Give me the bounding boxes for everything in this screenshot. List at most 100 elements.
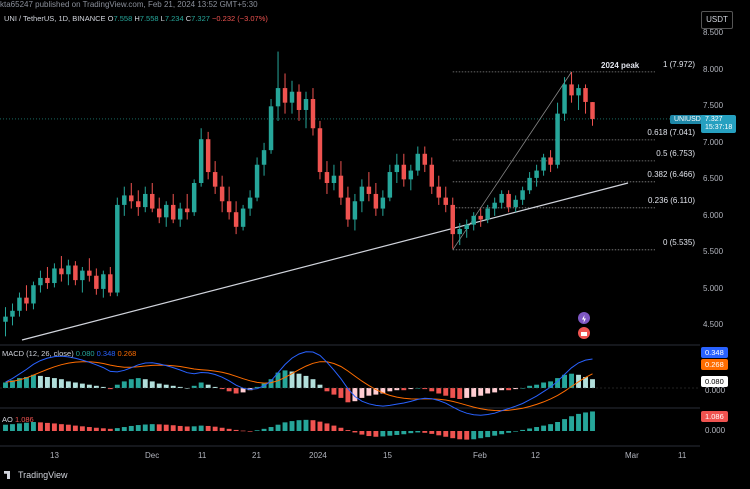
candle-body (296, 91, 302, 110)
macd-hist-bar (233, 388, 239, 394)
candle-body (520, 190, 525, 200)
ao-bar (79, 426, 85, 431)
ao-bar (17, 423, 22, 431)
ao-bar (590, 411, 595, 431)
brand-name: TradingView (18, 470, 68, 480)
ao-bar (107, 428, 113, 431)
ao-bar (464, 431, 470, 440)
macd-hist-bar (163, 384, 169, 388)
macd-legend[interactable]: MACD (12, 26, close) 0.080 0.348 0.268 (2, 349, 136, 358)
ao-bar (219, 427, 225, 431)
low-value: 7.234 (164, 14, 184, 23)
macd-hist-bar (72, 382, 78, 388)
symbol-ohlc-line: UNI / TetherUS, 1D, BINANCE O7.558 H7.55… (4, 14, 268, 23)
candle-body (303, 99, 309, 110)
macd-hist-bar (534, 384, 540, 388)
ao-bar (31, 422, 36, 431)
ao-bar (471, 431, 477, 440)
price-axis-tick: 5.500 (703, 247, 724, 257)
ao-bar (317, 421, 323, 431)
candle-body (464, 224, 469, 230)
fib-title: 2024 peak (601, 61, 640, 70)
macd-hist-bar (170, 385, 176, 388)
ao-pane[interactable] (3, 411, 595, 440)
time-axis-tick: 11 (198, 451, 207, 460)
ao-bar (114, 428, 120, 431)
candle-body (80, 270, 85, 281)
candle-body (415, 153, 421, 171)
symbol-name[interactable]: UNI / TetherUS, 1D, BINANCE (4, 14, 106, 23)
macd-pane[interactable] (0, 351, 700, 416)
candle-body (569, 84, 574, 96)
time-axis-tick: 2024 (309, 451, 327, 460)
candle-body (436, 186, 442, 198)
price-axis-tick: 4.500 (703, 320, 724, 330)
candle-body (233, 212, 239, 227)
ao-bar (51, 423, 57, 431)
macd-hist-bar (149, 381, 155, 388)
macd-label: MACD (12, 26, close) (2, 349, 74, 358)
candle-body (17, 297, 22, 311)
macd-hist-bar (429, 388, 435, 392)
fib-level-label: 0.382 (6.466) (647, 169, 695, 179)
candle-body (310, 99, 316, 129)
candle-body (177, 208, 183, 220)
lightning-icon[interactable] (578, 312, 590, 324)
change-value: −0.232 (−3.07%) (212, 14, 268, 23)
macd-hist-bar (485, 388, 491, 394)
ao-bar (394, 431, 400, 435)
macd-hist-bar (331, 388, 337, 395)
ao-bar (233, 429, 239, 431)
ao-bar (415, 431, 421, 433)
candle-body (254, 164, 260, 198)
macd-hist-bar (408, 388, 414, 390)
fib-level-label: 0.236 (6.110) (648, 195, 695, 205)
candle-body (471, 215, 476, 225)
ao-bar (380, 431, 386, 437)
ao-bar (583, 412, 588, 431)
time-axis-tick: Dec (145, 451, 160, 460)
candle-body (24, 297, 29, 304)
macd-hist-bar (86, 384, 92, 388)
ao-bar (296, 420, 302, 431)
ao-bar (58, 424, 64, 431)
price-axis-tick: 8.000 (703, 64, 724, 74)
macd-line (5, 351, 593, 416)
ao-bar (352, 431, 358, 433)
macd-hist-bar (464, 388, 470, 398)
ao-zero-label: 0.000 (705, 426, 726, 435)
candle-body (576, 88, 581, 96)
price-pane[interactable] (0, 51, 700, 447)
macd-hist-bar (436, 388, 442, 394)
candle-body (156, 208, 162, 218)
ao-bar (177, 425, 183, 431)
flag-event-icon[interactable] (578, 327, 590, 339)
candle-body (331, 175, 337, 183)
candle-body (150, 193, 155, 209)
macd-axis-tag: 0.348 (701, 347, 728, 358)
macd-hist-bar (58, 379, 64, 388)
macd-hist-bar (366, 388, 372, 396)
ao-legend[interactable]: AO 1.086 (2, 415, 34, 424)
candle-body (408, 170, 414, 180)
candle-body (59, 268, 64, 275)
candle-body (506, 193, 511, 208)
macd-hist-bar (100, 386, 106, 388)
candle-body (170, 204, 176, 220)
ao-bar (156, 424, 162, 431)
high-value: 7.558 (139, 14, 159, 23)
ao-bar (86, 427, 92, 431)
candle-body (534, 170, 539, 178)
macd-hist-bar (527, 385, 533, 388)
ao-bar (212, 426, 218, 431)
macd-hist-bar (219, 388, 225, 390)
ao-bar (562, 419, 567, 431)
macd-hist-bar (212, 386, 218, 388)
ao-bar (373, 431, 379, 437)
candle-body (275, 88, 281, 107)
currency-selector[interactable]: USDT (701, 11, 733, 29)
ao-bar (366, 431, 372, 437)
tradingview-logo[interactable]: TradingView (4, 470, 68, 480)
ao-bar (520, 429, 526, 431)
